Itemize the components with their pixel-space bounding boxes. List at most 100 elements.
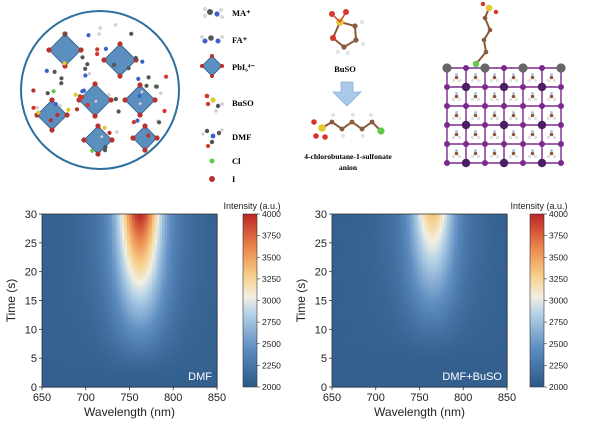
heatmap-cell [339, 225, 343, 230]
heatmap-cell [57, 277, 61, 281]
heatmap-cell [132, 239, 136, 244]
heatmap-cell [69, 265, 73, 270]
heatmap-cell [182, 349, 186, 353]
heatmap-cell [157, 228, 161, 232]
heatmap-cell [114, 286, 118, 290]
heatmap-cell [179, 352, 183, 356]
heatmap-cell [64, 381, 68, 385]
heatmap-cell [117, 242, 121, 247]
heatmap-cell [62, 346, 66, 351]
heatmap-cell [97, 320, 101, 325]
heatmap-cell [114, 355, 118, 359]
heatmap-cell [194, 291, 198, 296]
heatmap-cell [49, 384, 53, 388]
heatmap-cell [79, 300, 83, 304]
heatmap-cell [102, 234, 106, 238]
heatmap-cell [54, 332, 58, 336]
colorbar-tick-label: 2500 [262, 339, 281, 349]
y-tick-label: 15 [25, 296, 37, 308]
heatmap-cell [77, 355, 81, 359]
heatmap-cell [202, 214, 206, 218]
heatmap-cell [142, 260, 146, 264]
heatmap-cell [164, 358, 168, 362]
heatmap-cell [184, 352, 188, 356]
heatmap-cell [139, 231, 143, 235]
heatmap-cell [359, 271, 363, 276]
heatmap-cell [199, 216, 203, 221]
heatmap-cell [127, 268, 131, 273]
heatmap-cell [344, 239, 348, 244]
heatmap-cell [129, 381, 133, 385]
heatmap-cell [42, 355, 46, 359]
heatmap-cell [162, 254, 166, 258]
heatmap-cell [187, 274, 191, 279]
heatmap-cell [182, 361, 186, 365]
heatmap-cell [164, 288, 168, 293]
heatmap-cell [212, 300, 216, 304]
heatmap-cell [162, 314, 166, 319]
heatmap-cell [62, 312, 66, 316]
heatmap-cell [334, 320, 338, 325]
heatmap-cell [187, 254, 191, 258]
heatmap-cell [104, 355, 108, 359]
heatmap-cell [109, 283, 113, 287]
heatmap-cell [122, 277, 126, 281]
heatmap-cell [352, 300, 356, 304]
heatmap-cell [349, 280, 353, 284]
heatmap-cell [149, 346, 153, 351]
heatmap-cell [122, 352, 126, 356]
heatmap-cell [332, 260, 336, 264]
heatmap-cell [42, 378, 46, 382]
heatmap-cell [129, 317, 133, 322]
heatmap-cell [352, 222, 356, 227]
heatmap-cell [129, 260, 133, 264]
heatmap-cell [357, 297, 361, 302]
heatmap-cell [154, 271, 158, 276]
heatmap-cell [194, 309, 198, 313]
heatmap-cell [72, 309, 76, 313]
heatmap-cell [82, 242, 86, 247]
heatmap-cell [94, 326, 98, 330]
heatmap-cell [202, 263, 206, 267]
heatmap-cell [64, 309, 68, 313]
heatmap-cell [54, 242, 58, 247]
heatmap-cell [64, 288, 68, 293]
heatmap-cell [334, 323, 338, 328]
heatmap-cell [54, 251, 58, 255]
heatmap-cell [162, 265, 166, 270]
heatmap-cell [134, 257, 138, 261]
heatmap-cell [352, 280, 356, 284]
heatmap-cell [194, 312, 198, 316]
heatmap-cell [122, 268, 126, 273]
heatmap-cell [172, 271, 176, 276]
heatmap-cell [52, 343, 56, 348]
heatmap-cell [159, 263, 163, 267]
heatmap-cell [204, 245, 208, 250]
heatmap-cell [79, 335, 83, 339]
heatmap-cell [357, 245, 361, 250]
heatmap-cell [132, 332, 136, 336]
heatmap-cell [357, 337, 361, 342]
heatmap-cell [359, 358, 363, 362]
heatmap-cell [74, 280, 78, 284]
y-tick-label: 30 [25, 209, 37, 221]
heatmap-cell [117, 352, 121, 356]
heatmap-cell [172, 245, 176, 250]
heatmap-cell [354, 248, 358, 253]
heatmap-cell [42, 219, 46, 224]
heatmap-cell [44, 340, 48, 345]
heatmap-cell [359, 257, 363, 261]
heatmap-cell [122, 254, 126, 258]
heatmap-cell [132, 378, 136, 382]
heatmap-cell [347, 300, 351, 304]
heatmap-cell [162, 219, 166, 224]
heatmap-cell [149, 234, 153, 238]
heatmap-cell [357, 317, 361, 322]
heatmap-cell [332, 251, 336, 255]
heatmap-cell [177, 335, 181, 339]
heatmap-cell [147, 257, 151, 261]
heatmap-cell [74, 320, 78, 325]
heatmap-cell [339, 366, 343, 371]
heatmap-cell [334, 378, 338, 382]
heatmap-cell [132, 340, 136, 345]
